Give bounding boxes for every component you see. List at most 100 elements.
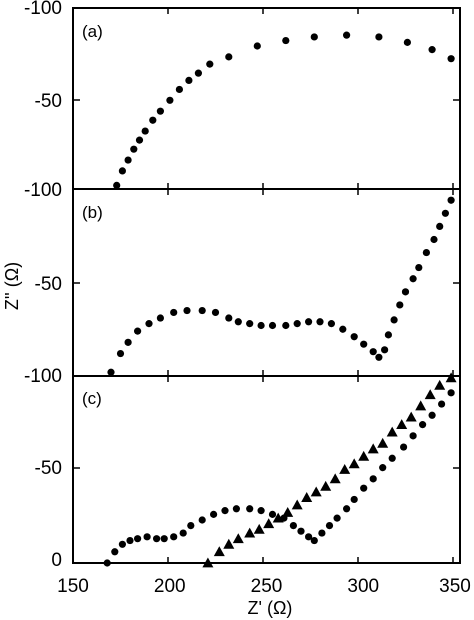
triangle-point <box>263 518 275 529</box>
triangle-point <box>396 419 408 430</box>
triangle-point <box>213 546 225 557</box>
panel-a-label: (a) <box>82 22 103 41</box>
circle-point <box>396 301 404 309</box>
circle-point <box>327 320 335 328</box>
circle-point <box>246 320 254 328</box>
circle-point <box>316 318 324 326</box>
circle-point <box>107 368 115 376</box>
circle-point <box>160 535 168 543</box>
circle-point <box>441 209 449 217</box>
circle-point <box>375 33 383 41</box>
circle-point <box>305 533 313 541</box>
circle-point <box>310 536 318 545</box>
circle-point <box>156 314 164 322</box>
circle-point <box>428 411 436 419</box>
triangle-point <box>244 527 256 538</box>
circle-point <box>360 340 368 348</box>
circle-point <box>268 321 277 330</box>
triangle-point <box>329 473 341 484</box>
triangle-point <box>202 557 214 568</box>
circle-point <box>375 353 383 361</box>
panel-c-frame <box>72 375 461 564</box>
circle-point <box>430 235 438 244</box>
triangle-point <box>386 426 398 437</box>
triangle-point <box>415 400 427 411</box>
x-axis-label: Z' (Ω) <box>248 598 293 618</box>
circle-point <box>360 484 368 492</box>
circle-point <box>187 522 195 530</box>
circle-point <box>409 275 417 283</box>
circle-point <box>175 85 183 94</box>
circle-point <box>381 346 389 354</box>
circle-point <box>419 421 427 429</box>
circle-point <box>388 454 396 462</box>
triangle-point <box>434 379 446 390</box>
circle-point <box>343 505 351 513</box>
circle-point <box>130 145 138 153</box>
circle-point <box>253 42 261 50</box>
y-axis-label: Z'' (Ω) <box>2 262 22 310</box>
circle-point <box>183 306 191 315</box>
circle-point <box>379 464 387 472</box>
x-tick-label-350: 350 <box>439 576 471 597</box>
circle-point <box>401 288 410 296</box>
triangle-point <box>232 533 244 544</box>
circle-point <box>113 181 121 189</box>
triangle-point <box>445 372 457 383</box>
circle-point <box>297 527 305 535</box>
circle-point <box>118 167 126 175</box>
circle-point <box>390 316 398 324</box>
triangle-point <box>272 512 284 523</box>
circle-point <box>403 38 411 46</box>
circle-point <box>343 31 351 39</box>
panel-c-label: (c) <box>82 389 102 408</box>
circle-point <box>194 69 202 77</box>
y-tick-a-bottom: -100 <box>24 180 62 201</box>
circle-point <box>369 348 377 356</box>
circle-point <box>116 349 125 358</box>
circle-point <box>400 443 408 451</box>
circle-point <box>118 540 126 548</box>
circle-point <box>185 76 193 84</box>
circle-point <box>153 535 161 543</box>
circle-point <box>124 338 132 346</box>
triangle-point <box>348 458 360 469</box>
circle-point <box>384 331 392 339</box>
circle-point <box>333 514 341 522</box>
circle-point <box>141 127 149 135</box>
y-tick-c-bottom: 0 <box>51 550 62 571</box>
circle-point <box>325 522 334 530</box>
y-tick-c-mid: -50 <box>35 458 62 479</box>
circle-point <box>198 306 206 315</box>
circle-point <box>293 320 301 328</box>
circle-point <box>282 321 290 330</box>
circle-point <box>350 333 358 341</box>
circle-point <box>257 321 265 330</box>
circle-point <box>438 400 446 408</box>
x-tick-label-300: 300 <box>347 576 379 597</box>
triangle-point <box>377 437 389 448</box>
circle-point <box>166 96 174 104</box>
triangle-point <box>405 411 417 422</box>
circle-point <box>436 222 444 230</box>
circle-point <box>318 529 326 537</box>
circle-point <box>206 60 214 68</box>
circle-point <box>350 495 358 504</box>
circle-point <box>156 107 164 115</box>
circle-point <box>282 36 290 45</box>
y-tick-a-top: -100 <box>24 0 62 19</box>
circle-point <box>135 136 144 144</box>
circle-point <box>124 156 132 164</box>
circle-point <box>221 507 229 515</box>
circle-point <box>246 505 254 513</box>
x-axis-ticks <box>72 8 454 563</box>
panel-b-label: (b) <box>82 203 103 222</box>
circle-point <box>143 533 151 541</box>
circle-point <box>339 325 347 333</box>
circle-point <box>305 318 313 326</box>
triangle-point <box>301 492 313 502</box>
circle-point <box>179 529 187 537</box>
circle-point <box>103 559 111 567</box>
circle-point <box>257 507 265 515</box>
